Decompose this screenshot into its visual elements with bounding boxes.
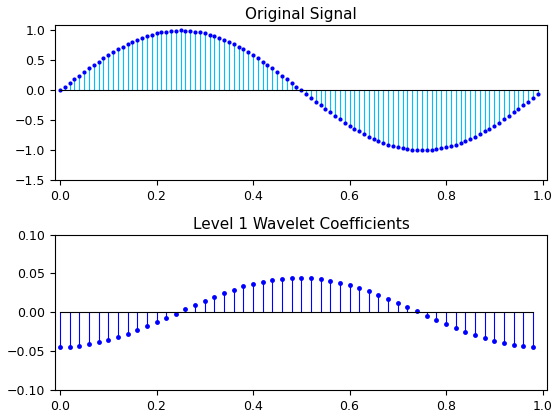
Title: Level 1 Wavelet Coefficients: Level 1 Wavelet Coefficients: [193, 217, 410, 232]
Title: Original Signal: Original Signal: [245, 7, 357, 22]
